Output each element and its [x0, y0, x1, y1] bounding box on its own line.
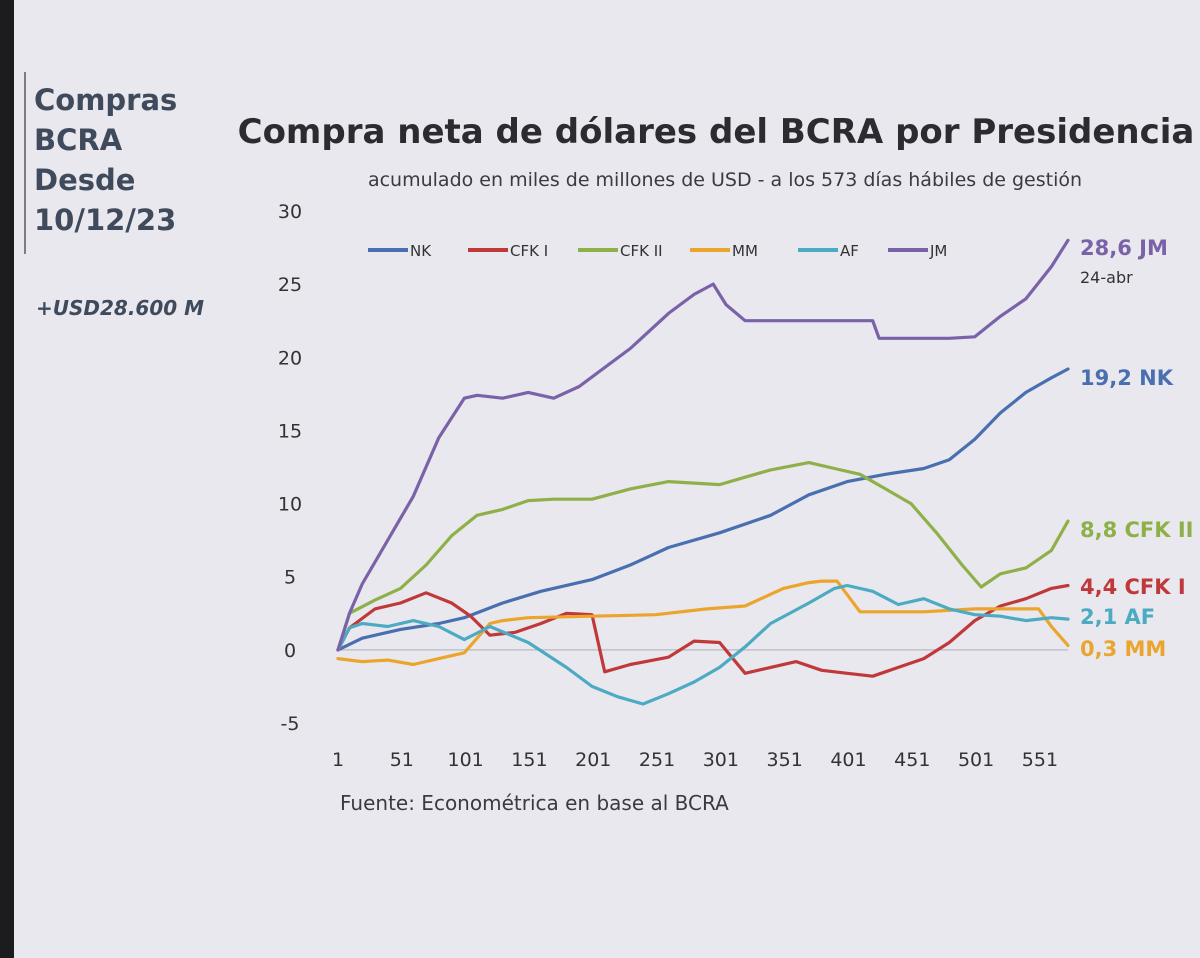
- series-line-cfk-ii: [336, 461, 1070, 652]
- x-tick-label: 451: [894, 749, 930, 771]
- sidebar-title-line: Desde: [34, 163, 136, 197]
- slide-background: [14, 0, 1200, 958]
- x-tick-label: 401: [830, 749, 866, 771]
- end-labels: 19,2 NK 4,4 CFK I 8,8 CFK II 0,3 MM 2,1 AF 28…: [1080, 236, 1193, 661]
- end-label-cfk-ii: 8,8 CFK II: [1080, 518, 1193, 542]
- x-tick-label: 201: [575, 749, 611, 771]
- series-line-af: [336, 583, 1070, 706]
- legend-label: AF: [840, 242, 859, 260]
- end-label-af: 2,1 AF: [1080, 605, 1155, 629]
- x-tick-label: 51: [390, 749, 414, 771]
- y-tick-label: 10: [278, 494, 302, 516]
- end-label-mm: 0,3 MM: [1080, 637, 1166, 661]
- y-tick-label: -5: [281, 713, 300, 735]
- legend-label: CFK II: [620, 242, 663, 260]
- x-tick-label: 551: [1022, 749, 1058, 771]
- end-label-cfk-i: 4,4 CFK I: [1080, 575, 1186, 599]
- x-tick-label: 301: [703, 749, 739, 771]
- legend-label: CFK I: [510, 242, 548, 260]
- y-tick-label: 20: [278, 347, 302, 369]
- end-label-jm: 28,6 JM: [1080, 236, 1168, 260]
- y-tick-label: 15: [278, 420, 302, 442]
- sidebar-title-line: Compras: [34, 83, 178, 117]
- sidebar-title-line: BCRA: [34, 123, 123, 157]
- legend-label: MM: [732, 242, 758, 260]
- jm-date-annotation: 24-abr: [1080, 268, 1133, 287]
- end-label-nk: 19,2 NK: [1080, 366, 1174, 390]
- series-lines: [336, 238, 1070, 706]
- y-tick-label: 5: [284, 567, 296, 589]
- x-tick-label: 101: [447, 749, 483, 771]
- sidebar-title: Compras BCRA Desde 10/12/23: [34, 80, 214, 240]
- legend-label: JM: [929, 242, 947, 260]
- x-tick-label: 251: [639, 749, 675, 771]
- sidebar-title-line: 10/12/23: [34, 203, 177, 237]
- x-tick-label: 351: [767, 749, 803, 771]
- series-line-cfk-i: [336, 583, 1070, 678]
- x-tick-label: 501: [958, 749, 994, 771]
- sidebar-amount: +USD28.600 M: [36, 296, 205, 320]
- chart-title: Compra neta de dólares del BCRA por Pres…: [238, 112, 1195, 152]
- x-tick-label: 1: [332, 749, 344, 771]
- legend: NK CFK I CFK II MM AF JM: [368, 242, 947, 260]
- legend-label: NK: [410, 242, 432, 260]
- sidebar-divider: [24, 72, 26, 254]
- x-tick-label: 151: [511, 749, 547, 771]
- series-line-nk: [336, 367, 1070, 652]
- chart-source: Fuente: Econométrica en base al BCRA: [340, 791, 729, 815]
- series-line-mm: [336, 579, 1070, 667]
- chart-subtitle: acumulado en miles de millones de USD - …: [368, 169, 1082, 191]
- y-tick-label: 30: [278, 201, 302, 223]
- series-line-jm: [336, 238, 1070, 652]
- y-tick-label: 0: [284, 640, 296, 662]
- y-tick-label: 25: [278, 274, 302, 296]
